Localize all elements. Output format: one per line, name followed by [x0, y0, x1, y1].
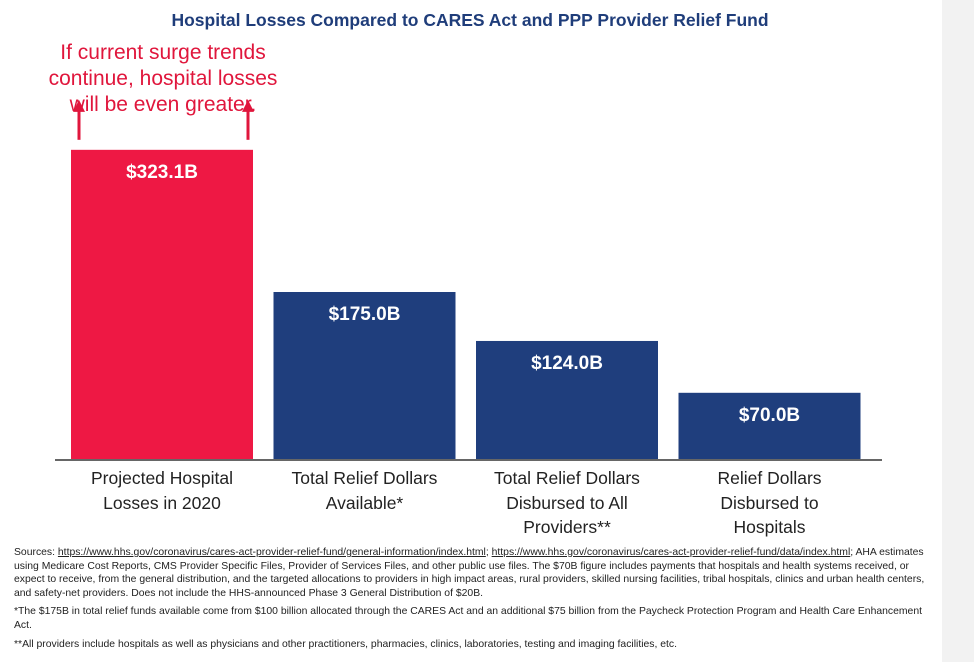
source-link-1[interactable]: https://www.hhs.gov/coronavirus/cares-ac…: [57, 547, 486, 558]
footnotes: Sources: https://www.hhs.gov/coronavirus…: [14, 546, 930, 656]
bar-value-label-1: $323.1B: [126, 162, 198, 183]
callout-line-2: continue, hospital losses: [48, 67, 278, 90]
category-label-line: Providers**: [523, 517, 611, 537]
category-label-line: Disbursed to All: [506, 492, 628, 513]
arrow-up-icon: [73, 99, 85, 140]
chart-title: Hospital Losses Compared to CARES Act an…: [171, 10, 769, 30]
callout-line-1: If current surge trends: [60, 41, 266, 64]
category-label-line: Projected Hospital: [90, 468, 234, 488]
category-label-line: Total Relief Dollars: [494, 468, 640, 488]
category-label-1: Projected Hospital Losses in 2020: [71, 466, 253, 515]
category-label-3: Total Relief Dollars Disbursed to All Prov…: [476, 466, 658, 540]
callout-annotation: If current surge trends continue, hospit…: [28, 40, 298, 118]
bar-value-label-2: $175.0B: [329, 304, 401, 325]
background-strip: [942, 0, 974, 662]
sources-note: Sources: https://www.hhs.gov/coronavirus…: [14, 546, 930, 600]
category-label-line: Available*: [325, 492, 404, 513]
sources-separator: ;: [485, 547, 492, 558]
footnote-available: *The $175B in total relief funds availab…: [14, 606, 922, 631]
category-label-4: Relief Dollars Disbursed to Hospitals: [679, 466, 861, 540]
bar-2: [273, 292, 456, 460]
sources-prefix: Sources:: [14, 547, 58, 558]
category-label-2: Total Relief Dollars Available*: [274, 466, 456, 515]
bar-3: [476, 340, 658, 460]
arrow-up-icon: [242, 99, 254, 140]
bar-value-label-4: $70.0B: [739, 405, 800, 426]
sources-text: ; AHA estimates using Medicare Cost Repo…: [14, 547, 925, 599]
footnote-providers: **All providers include hospitals as wel…: [14, 638, 678, 650]
bar-1: [71, 149, 253, 460]
category-label-line: Losses in 2020: [103, 492, 221, 513]
source-link-2[interactable]: https://www.hhs.gov/coronavirus/cares-ac…: [491, 547, 851, 558]
category-label-line: Relief Dollars: [717, 468, 822, 488]
bar-4: [678, 392, 861, 460]
callout-line-3: will be even greater.: [69, 93, 257, 116]
category-label-line: Disbursed to: [720, 492, 819, 513]
category-label-line: Hospitals: [733, 517, 806, 537]
category-label-line: Total Relief Dollars: [291, 468, 438, 488]
bar-value-label-3: $124.0B: [531, 353, 603, 374]
